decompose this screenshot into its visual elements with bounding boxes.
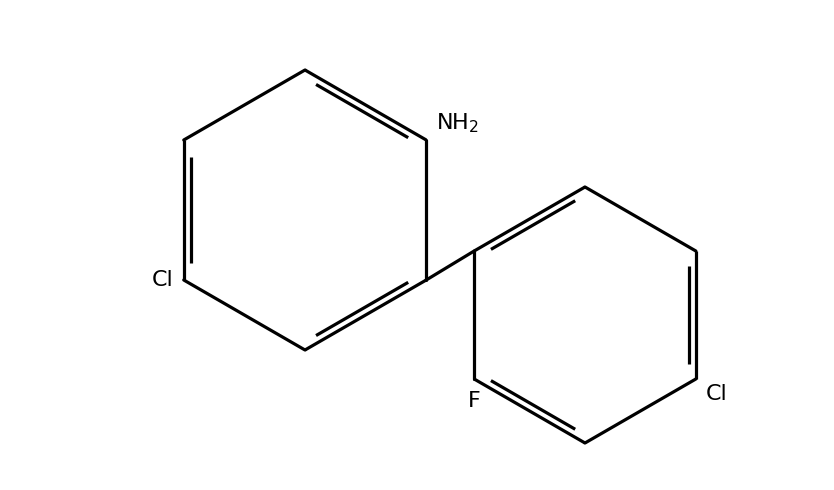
Text: Cl: Cl [706, 384, 727, 404]
Text: F: F [468, 391, 480, 411]
Text: Cl: Cl [152, 270, 173, 290]
Text: NH$_2$: NH$_2$ [436, 111, 480, 135]
